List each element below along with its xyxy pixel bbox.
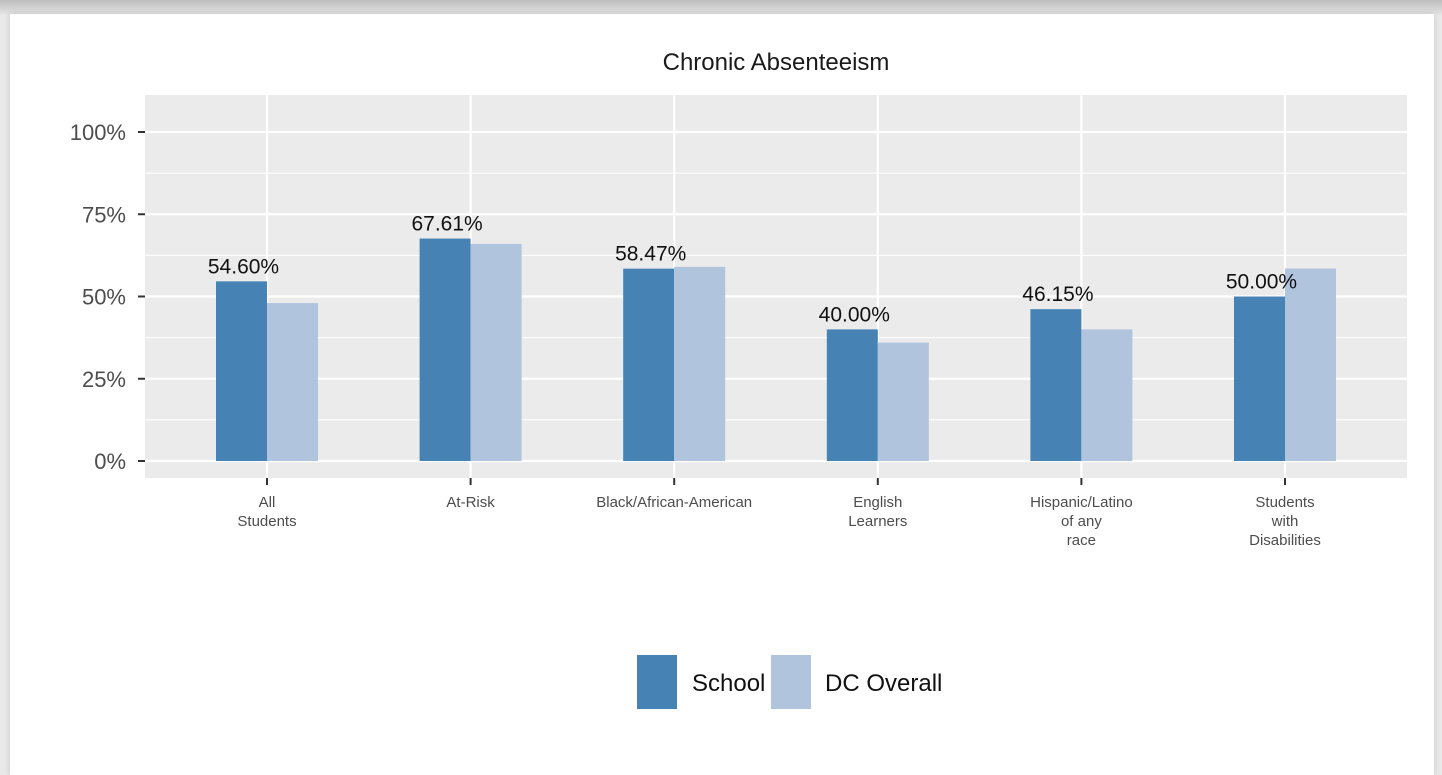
- bar-school: [216, 281, 267, 461]
- x-tick-label: Disabilities: [1249, 532, 1321, 549]
- x-tick-label: of any: [1061, 513, 1102, 530]
- x-tick-label: Learners: [848, 513, 907, 530]
- legend-key-dc-overall: [771, 655, 811, 709]
- bar-school: [623, 268, 675, 461]
- bar-dc-overall: [1285, 268, 1336, 461]
- legend-key-school: [637, 655, 677, 709]
- y-tick-label: 0%: [94, 449, 126, 474]
- bar-value-label: 58.47%: [615, 243, 686, 266]
- x-tick-label: Students: [1255, 494, 1314, 511]
- x-tick-label: All: [259, 494, 276, 511]
- legend-label: School: [692, 670, 765, 697]
- bar-dc-overall: [674, 266, 726, 461]
- bar-value-label: 67.61%: [411, 213, 482, 236]
- bar-value-label: 40.00%: [819, 303, 890, 326]
- plot-panel: [145, 95, 1407, 478]
- bar-school: [1030, 309, 1082, 461]
- bar-dc-overall: [1081, 329, 1133, 461]
- x-tick-label: At-Risk: [446, 494, 495, 511]
- y-tick-label: 25%: [82, 367, 126, 392]
- y-tick-label: 50%: [82, 285, 126, 310]
- x-tick-label: with: [1271, 513, 1299, 530]
- x-tick-label: Students: [237, 513, 296, 530]
- x-tick-label: Black/African-American: [596, 494, 752, 511]
- x-tick-label: race: [1067, 532, 1096, 549]
- chart-title: Chronic Absenteeism: [663, 49, 890, 76]
- bar-school: [826, 329, 878, 461]
- bar-school: [1234, 296, 1285, 461]
- legend-label: DC Overall: [825, 670, 942, 697]
- bar-value-label: 46.15%: [1022, 283, 1093, 306]
- bar-school: [419, 238, 471, 461]
- bar-dc-overall: [470, 243, 522, 461]
- bar-value-label: 54.60%: [208, 255, 279, 278]
- x-tick-label: English: [853, 494, 902, 511]
- y-tick-label: 75%: [82, 202, 126, 227]
- bar-dc-overall: [267, 303, 318, 461]
- bar-value-label: 50.00%: [1226, 271, 1297, 294]
- window-top-shadow: [0, 0, 1442, 16]
- bar-dc-overall: [877, 342, 929, 461]
- x-tick-label: Hispanic/Latino: [1030, 494, 1133, 511]
- y-tick-label: 100%: [70, 120, 126, 145]
